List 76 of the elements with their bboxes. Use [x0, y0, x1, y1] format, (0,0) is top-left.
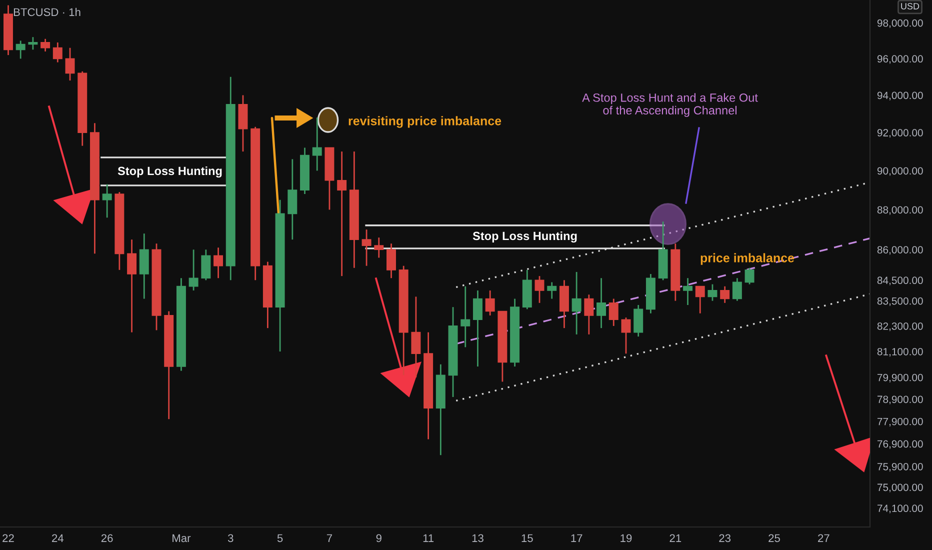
candlestick — [744, 267, 754, 285]
y-tick-label: 79,900.00 — [877, 374, 923, 382]
x-tick-label: 15 — [522, 534, 533, 542]
x-tick-label: 21 — [670, 534, 682, 542]
candlestick — [608, 298, 618, 327]
candlestick — [188, 248, 198, 292]
y-tick-label: 96,000.00 — [877, 55, 923, 64]
x-tick-label: 23 — [719, 534, 731, 542]
y-tick-label: 84,500.00 — [877, 276, 923, 286]
y-axis-title: USD — [901, 3, 920, 10]
annotation: price imbalance — [700, 253, 794, 265]
x-tick-label: 9 — [376, 534, 382, 542]
x-tick-label: 17 — [571, 534, 582, 542]
text: BTCUSD · 1h — [14, 8, 80, 16]
annotation: revisiting price imbalance — [348, 116, 502, 128]
candlestick — [411, 296, 421, 378]
candlestick — [547, 282, 557, 300]
candlestick — [472, 290, 482, 368]
candlestick — [634, 304, 644, 338]
candlestick — [214, 246, 224, 279]
y-tick-label: 75,000.00 — [877, 484, 923, 492]
candlestick — [65, 47, 75, 82]
y-tick-label: 88,000.00 — [877, 206, 923, 215]
x-tick-label: 5 — [277, 534, 283, 542]
x-tick-label: Mar — [172, 534, 191, 542]
candlestick — [102, 184, 112, 218]
y-tick-label: 82,300.00 — [877, 322, 923, 332]
candlestick — [28, 36, 38, 50]
x-tick-label: 27 — [818, 534, 830, 542]
y-tick-label: 90,000.00 — [877, 167, 923, 176]
annotation: A Stop Loss Hunt and a Fake Out of the Ascending Channel — [582, 93, 758, 117]
candlestick — [386, 242, 396, 279]
y-tick-label: 83,500.00 — [877, 297, 923, 306]
x-tick-label: 22 — [2, 534, 14, 542]
candlestick — [40, 38, 50, 52]
candlestick — [732, 277, 742, 302]
x-tick-label: 13 — [472, 534, 484, 542]
x-tick-label: 11 — [423, 534, 434, 542]
candlestick — [596, 277, 606, 329]
y-tick-label: 92,000.00 — [877, 129, 923, 138]
x-tick-label: 19 — [620, 534, 632, 542]
candlestick — [534, 275, 544, 304]
x-tick-label: 25 — [768, 534, 780, 542]
y-tick-label: 74,100.00 — [877, 504, 923, 514]
candlestick — [16, 40, 26, 60]
candlestick — [621, 316, 631, 354]
y-tick-label: 77,900.00 — [877, 418, 923, 426]
candlestick — [584, 294, 594, 336]
candlestick — [695, 286, 705, 314]
candlestick — [720, 286, 730, 304]
candlestick — [683, 277, 693, 306]
annotation: Stop Loss Hunting — [472, 231, 577, 243]
candlestick — [708, 284, 718, 302]
candlestick — [201, 248, 211, 281]
y-tick-label: 78,900.00 — [877, 396, 923, 404]
candlestick — [460, 286, 470, 348]
candlestick — [337, 150, 347, 277]
candlestick — [572, 271, 582, 336]
y-tick-label: 76,900.00 — [877, 440, 923, 449]
candlestick — [312, 116, 322, 172]
y-tick-label: 98,000.00 — [877, 19, 923, 28]
candlestick — [485, 290, 495, 316]
candlestick — [127, 238, 137, 333]
annotation: Stop Loss Hunting — [118, 166, 222, 178]
x-tick-label: 3 — [228, 534, 234, 542]
x-tick-label: 26 — [101, 534, 113, 542]
candlestick — [288, 158, 298, 240]
y-tick-label: 81,100.00 — [877, 348, 923, 357]
y-tick-label: 75,900.00 — [877, 462, 923, 472]
candlestick — [374, 236, 384, 258]
candlestick — [362, 228, 372, 267]
x-tick-label: 24 — [52, 534, 64, 542]
y-tick-label: 86,000.00 — [877, 246, 923, 255]
y-tick-label: 94,000.00 — [877, 92, 923, 100]
candlestick — [52, 42, 62, 63]
x-tick-label: 7 — [326, 534, 332, 542]
